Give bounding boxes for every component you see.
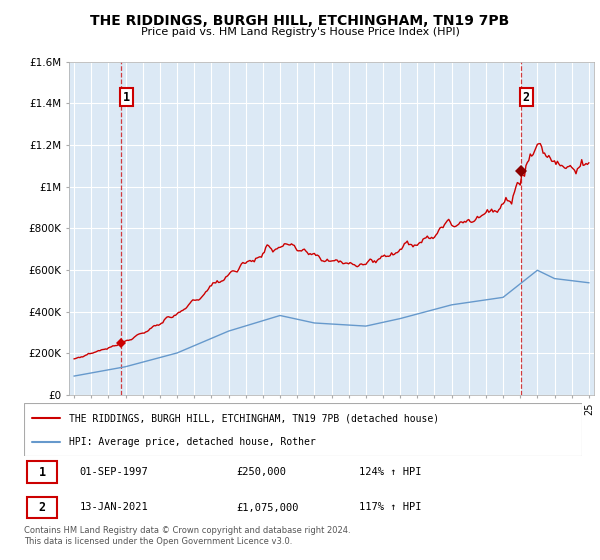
Text: HPI: Average price, detached house, Rother: HPI: Average price, detached house, Roth…	[68, 437, 316, 447]
Text: Price paid vs. HM Land Registry's House Price Index (HPI): Price paid vs. HM Land Registry's House …	[140, 27, 460, 37]
Text: £1,075,000: £1,075,000	[236, 502, 299, 512]
Text: £250,000: £250,000	[236, 467, 286, 477]
Text: 124% ↑ HPI: 124% ↑ HPI	[359, 467, 421, 477]
Bar	[27, 461, 58, 483]
Text: 117% ↑ HPI: 117% ↑ HPI	[359, 502, 421, 512]
Text: 2: 2	[38, 501, 46, 514]
Text: 2: 2	[523, 91, 530, 104]
Text: 13-JAN-2021: 13-JAN-2021	[80, 502, 149, 512]
Text: THE RIDDINGS, BURGH HILL, ETCHINGHAM, TN19 7PB: THE RIDDINGS, BURGH HILL, ETCHINGHAM, TN…	[91, 14, 509, 28]
Text: 01-SEP-1997: 01-SEP-1997	[80, 467, 149, 477]
Text: 1: 1	[38, 465, 46, 479]
Bar	[27, 497, 58, 519]
Text: Contains HM Land Registry data © Crown copyright and database right 2024.
This d: Contains HM Land Registry data © Crown c…	[24, 526, 350, 546]
Text: 1: 1	[123, 91, 130, 104]
Text: THE RIDDINGS, BURGH HILL, ETCHINGHAM, TN19 7PB (detached house): THE RIDDINGS, BURGH HILL, ETCHINGHAM, TN…	[68, 413, 439, 423]
